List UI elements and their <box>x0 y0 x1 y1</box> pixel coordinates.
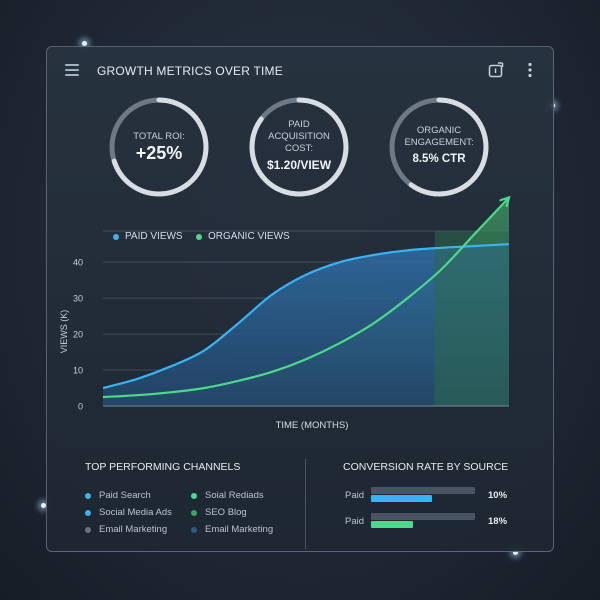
organic-views-line <box>102 196 510 399</box>
y-axis-label: VIEWS (K) <box>59 310 69 354</box>
legend-item-paid: PAID VIEWS <box>113 231 183 242</box>
export-icon[interactable] <box>487 61 505 79</box>
y-tick-label: 40 <box>73 258 83 268</box>
channel-dot <box>191 509 197 516</box>
sparkle-decoration <box>82 41 87 46</box>
channel-dot <box>191 492 197 499</box>
channel-dot <box>85 509 91 516</box>
channel-dot <box>85 526 91 533</box>
conversion-source-label: Paid <box>345 490 365 501</box>
conversion-title: CONVERSION RATE BY SOURCE <box>343 461 509 473</box>
y-tick-label: 20 <box>73 330 83 340</box>
channel-item: Email Marketing <box>85 524 167 535</box>
channels-title: TOP PERFORMING CHANNELS <box>85 461 241 473</box>
channel-label: SEO Blog <box>205 507 247 518</box>
conversion-bar-fill <box>371 521 413 528</box>
legend-label: ORGANIC VIEWS <box>208 231 290 242</box>
channel-item: SEO Blog <box>191 507 247 518</box>
channel-item: Paid Search <box>85 490 151 501</box>
y-tick-label: 30 <box>73 294 83 304</box>
kpi-ring-acquisition-cost: PAID ACQUISITION COST: $1.20/VIEW <box>247 95 351 199</box>
channel-label: Social Media Ads <box>99 507 172 518</box>
legend-dot-organic <box>196 233 202 240</box>
section-divider <box>305 459 306 549</box>
sparkle-decoration <box>41 503 46 508</box>
more-vertical-icon[interactable] <box>521 61 539 79</box>
kpi-value: $1.20/VIEW <box>266 158 332 172</box>
conversion-percent: 10% <box>488 490 508 501</box>
conversion-bar-track <box>371 513 475 520</box>
y-tick-label: 0 <box>78 402 83 412</box>
channel-label: Paid Search <box>99 490 151 501</box>
conversion-bar-track <box>371 487 475 494</box>
channel-item: Soial Rediads <box>191 490 264 501</box>
channel-label: Soial Rediads <box>205 490 264 501</box>
kpi-value: +25% <box>135 143 183 163</box>
highlight-region <box>434 231 509 406</box>
channel-dot <box>191 526 197 533</box>
page-title: GROWTH METRICS OVER TIME <box>97 64 283 78</box>
channel-label: Email Marketing <box>99 524 168 535</box>
kpi-value: 8.5% CTR <box>412 153 466 165</box>
conversion-percent: 18% <box>488 516 508 527</box>
channel-dot <box>85 492 91 499</box>
legend-item-organic: ORGANIC VIEWS <box>196 231 290 242</box>
views-area-chart: 0 10 20 30 40 VIEWS (K) TIME (MONTHS) <box>59 195 511 431</box>
channel-item: Email Marketing <box>191 524 273 535</box>
x-axis-label: TIME (MONTHS) <box>276 420 349 431</box>
kpi-ring-organic-engagement: ORGANIC ENGAGEMENT: 8.5% CTR <box>387 95 491 199</box>
sparkle-decoration <box>513 550 518 555</box>
kpi-label: TOTAL ROI: <box>133 131 185 142</box>
kpi-label: ORGANIC ENGAGEMENT: <box>404 125 474 148</box>
legend-dot-paid <box>113 233 119 240</box>
paid-views-line <box>102 243 510 390</box>
conversion-bar-fill <box>371 495 433 502</box>
card-header: GROWTH METRICS OVER TIME <box>47 47 553 97</box>
y-tick-label: 10 <box>73 366 83 376</box>
channel-item: Social Media Ads <box>85 507 172 518</box>
legend-label: PAID VIEWS <box>125 231 183 242</box>
channel-label: Email Marketing <box>205 524 274 535</box>
kpi-ring-roi: TOTAL ROI: +25% <box>107 95 211 199</box>
paid-views-area <box>103 244 509 406</box>
kpi-label: PAID ACQUISITION COST: <box>268 119 330 154</box>
conversion-source-label: Paid <box>345 516 365 527</box>
dashboard-card: GROWTH METRICS OVER TIME TOTAL ROI: +2 <box>46 46 554 552</box>
organic-trend-arrowhead <box>499 195 511 208</box>
hamburger-menu-icon[interactable] <box>65 64 79 76</box>
